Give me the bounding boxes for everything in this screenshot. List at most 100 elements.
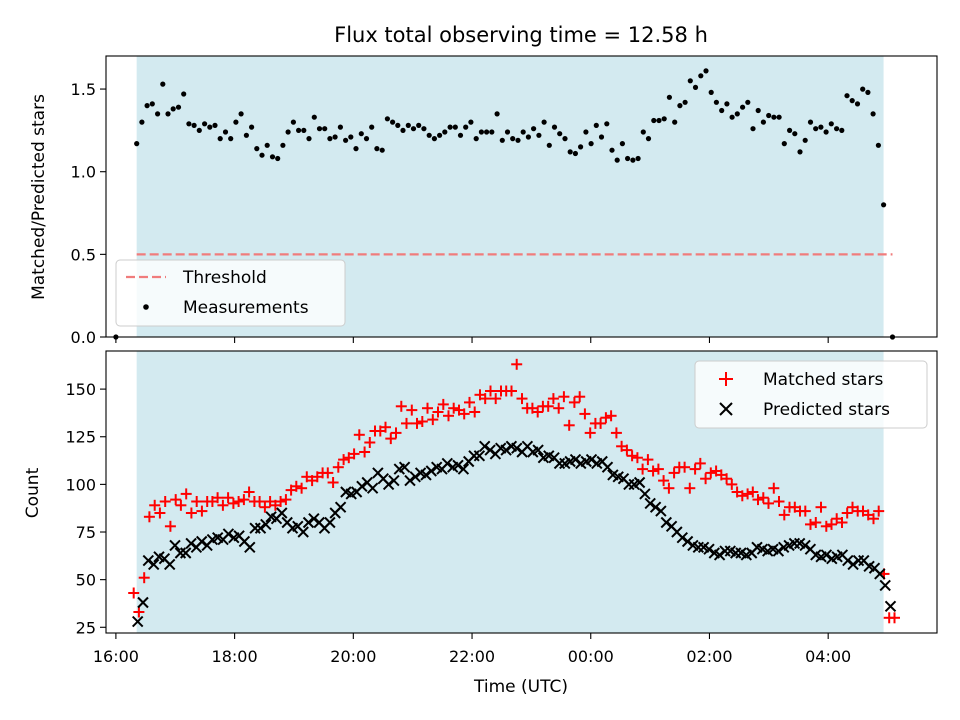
- matched-star-point: [626, 450, 638, 462]
- ratio-panel: 0.0 0.5 1.0 1.5 Matched/Predicted stars Thr…: [29, 55, 938, 347]
- legend-matched-swatch: [719, 372, 733, 386]
- matched-star-point: [401, 417, 412, 429]
- measurement-point: [144, 103, 150, 109]
- matched-star-point: [663, 482, 675, 494]
- matched-star-point: [191, 496, 203, 507]
- matched-star-point: [448, 402, 460, 414]
- measurement-point: [583, 129, 589, 135]
- measurement-point: [619, 141, 626, 147]
- matched-star-point: [542, 400, 554, 412]
- x-tick-label: 22:00: [449, 647, 495, 666]
- matched-star-point: [485, 385, 496, 397]
- predicted-star-point: [131, 615, 144, 628]
- measurement-point: [374, 146, 380, 152]
- matched-star-point: [868, 513, 879, 525]
- matched-star-point: [154, 507, 166, 519]
- matched-star-point: [364, 437, 376, 448]
- matched-star-point: [359, 446, 371, 458]
- predicted-star-point: [500, 444, 512, 456]
- ratio-y-ticks: 0.0 0.5 1.0 1.5: [71, 80, 106, 347]
- predicted-star-point: [356, 480, 368, 493]
- measurement-point: [807, 119, 814, 125]
- measurement-point: [238, 111, 244, 117]
- measurement-point: [614, 157, 620, 163]
- matched-star-point: [196, 505, 208, 517]
- measurement-point: [254, 146, 260, 152]
- matched-star-point: [185, 507, 197, 519]
- matched-star-point: [726, 478, 738, 490]
- measurement-point: [437, 132, 443, 138]
- predicted-star-points: [131, 440, 897, 628]
- measurement-point: [672, 119, 678, 125]
- measurement-point: [698, 73, 704, 79]
- predicted-star-point: [884, 600, 897, 613]
- x-tick-label: 04:00: [805, 647, 851, 666]
- matched-star-point: [778, 509, 790, 521]
- measurement-point: [849, 98, 855, 104]
- matched-star-point: [332, 461, 344, 473]
- matched-star-point: [443, 410, 454, 422]
- matched-star-point: [516, 393, 528, 405]
- y-tick-label: 100: [65, 475, 96, 494]
- predicted-star-point: [655, 505, 667, 517]
- predicted-star-point: [254, 522, 267, 534]
- x-tick-label: 20:00: [330, 647, 376, 666]
- predicted-star-point: [169, 539, 181, 552]
- measurement-point: [504, 129, 511, 135]
- measurement-point: [426, 132, 432, 138]
- measurement-point: [233, 119, 239, 125]
- measurement-point: [322, 126, 328, 132]
- measurement-point: [792, 131, 798, 137]
- measurement-point: [243, 132, 249, 138]
- matched-star-point: [553, 402, 565, 414]
- measurement-point: [745, 99, 751, 105]
- matched-star-point: [621, 444, 633, 456]
- matched-star-point: [600, 412, 612, 424]
- measurement-points: [113, 68, 896, 340]
- count-legend-box: [694, 360, 928, 429]
- measurement-point: [327, 136, 333, 142]
- predicted-star-point: [633, 476, 646, 489]
- measurement-point: [269, 154, 276, 160]
- measurement-point: [593, 122, 599, 128]
- measurement-point: [635, 155, 641, 162]
- predicted-star-point: [660, 516, 673, 529]
- measurement-point: [797, 149, 803, 155]
- predicted-star-point: [260, 518, 272, 531]
- matched-star-point: [721, 473, 733, 485]
- measurement-point: [452, 124, 458, 130]
- predicted-star-point: [425, 465, 438, 477]
- measurement-point: [175, 104, 182, 110]
- matched-star-point: [432, 406, 444, 418]
- matched-star-point: [143, 511, 155, 523]
- count-panel: 25 50 75 100 125 150 16:00 18:00 20:00 22:00 00:0…: [23, 350, 938, 697]
- measurement-point: [421, 126, 427, 132]
- measurement-point: [191, 122, 197, 128]
- matched-star-point: [637, 463, 649, 475]
- chart-title: Flux total observing time = 12.58 h: [334, 23, 708, 47]
- measurement-point: [839, 127, 845, 133]
- measurement-point: [139, 119, 145, 125]
- measurement-point: [677, 103, 683, 109]
- matched-star-point: [348, 448, 360, 460]
- measurement-point: [264, 142, 270, 148]
- measurement-point: [562, 136, 568, 142]
- measurement-point: [515, 137, 521, 143]
- predicted-star-point: [639, 488, 651, 500]
- predicted-star-point: [147, 558, 160, 571]
- measurement-point: [384, 116, 390, 122]
- matched-star-point: [149, 499, 161, 511]
- legend-measurements-swatch: [143, 304, 149, 310]
- measurement-point: [499, 137, 505, 143]
- matched-star-point: [406, 404, 418, 416]
- matched-star-point: [380, 421, 391, 433]
- measurement-point: [557, 131, 563, 137]
- predicted-star-point: [276, 507, 288, 519]
- measurement-point: [160, 81, 166, 87]
- matched-star-point: [327, 477, 339, 488]
- matched-star-point: [736, 490, 748, 502]
- matched-star-point: [558, 391, 570, 403]
- measurement-point: [750, 126, 756, 132]
- measurement-point: [588, 141, 594, 147]
